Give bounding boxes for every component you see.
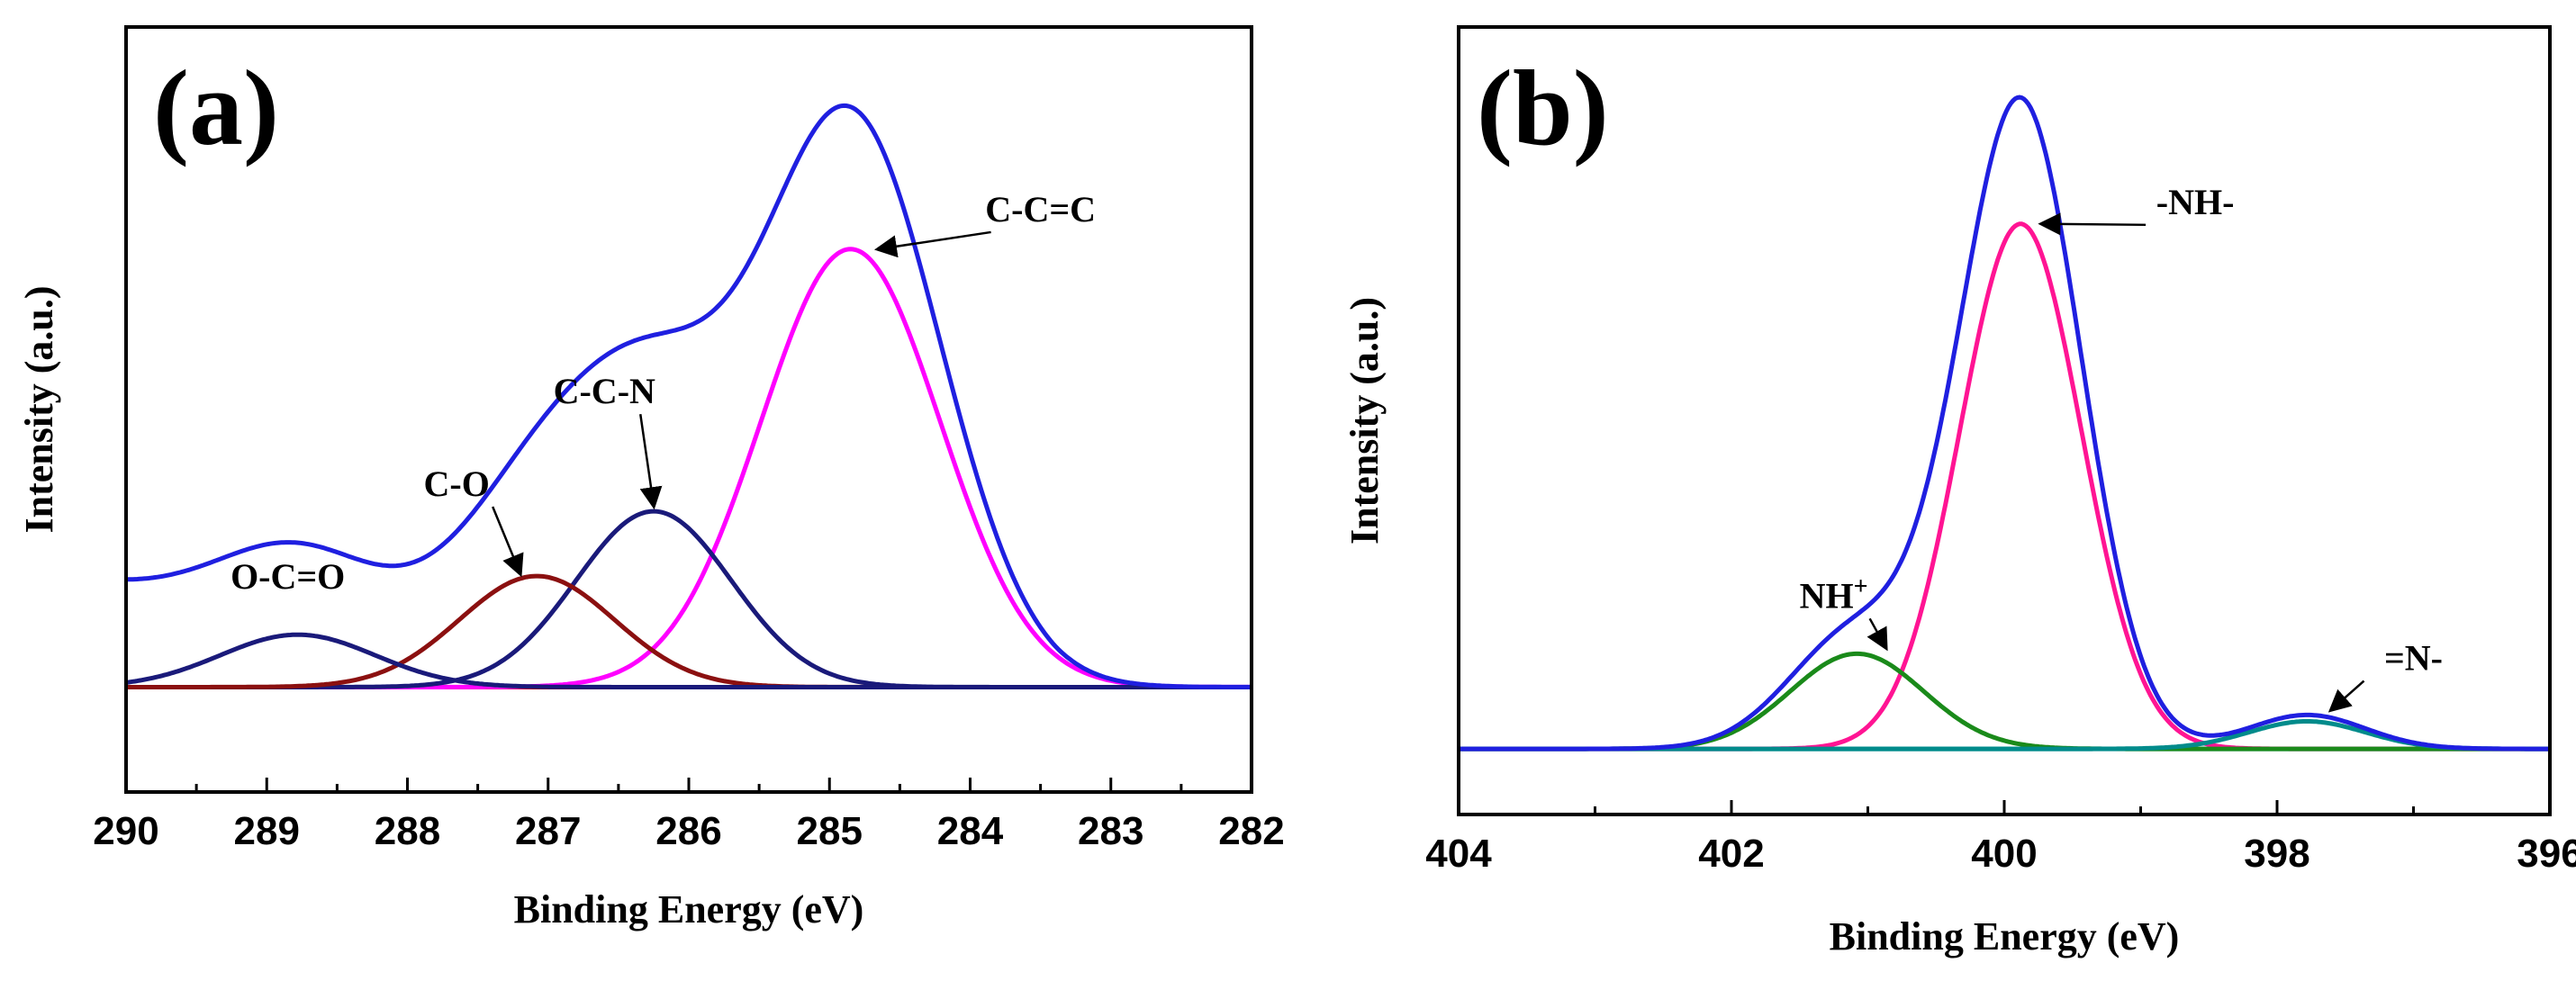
annotation-arrow [492,506,524,578]
x-axis-title: Binding Energy (eV) [514,887,864,932]
peak-c-c-c [126,247,1252,689]
peak-annotation-c-c-c: C-C=C [985,189,1096,230]
x-tick-label: 283 [1078,809,1143,853]
peak-annotation-o-c-o: O-C=O [230,556,345,597]
plot-frame [124,25,1253,794]
peak-annotation-c-c-n: C-C-N [554,371,655,411]
peak-annotation-nh: NH+ [1800,572,1868,616]
x-tick-label: 398 [2244,832,2309,876]
annotation-arrow [639,413,663,510]
plot-frame [1457,25,2552,816]
x-axis-title: Binding Energy (eV) [1830,914,2180,958]
x-tick-label: 286 [655,809,721,853]
panel-a: 290 289 288 287 286 285 284 283 282 Binding Energ… [17,25,1285,932]
panel-label: (a) [153,48,279,167]
peak-annotation-nh: -NH- [2156,182,2235,222]
x-tick-label: 284 [937,809,1004,853]
x-tick-label: 402 [1698,832,1764,876]
panel-label: (b) [1477,48,1609,167]
annotation-arrow [2327,680,2365,713]
peak-o-c-o [126,632,1252,689]
curves [1459,94,2550,752]
x-tick-label: 289 [234,809,300,853]
curves [126,103,1252,689]
x-tick-label: 282 [1218,809,1284,853]
envelope-curve [1459,94,2550,752]
x-tick-label: 404 [1425,832,1492,876]
x-tick-label: 287 [515,809,581,853]
panel-b: 404 402 400 398 396 Binding Energy (eV) Intens… [1342,25,2576,958]
x-tick-label: 288 [375,809,440,853]
annotation-arrow [1866,617,1888,652]
x-tick-label: 400 [1971,832,2037,876]
y-axis-title: Intensity (a.u.) [1342,297,1387,544]
annotation-superscript: + [1854,572,1868,600]
x-tick-label: 290 [93,809,158,853]
annotation-arrow [873,230,991,258]
x-tick-label: 285 [797,809,863,853]
envelope-curve [126,103,1252,689]
y-axis-title: Intensity (a.u.) [17,285,61,533]
peak-annotation-n: =N- [2384,638,2443,679]
peak-annotation-c-o: C-O [424,464,490,504]
annotation-arrow [2038,212,2147,236]
x-tick-label: 396 [2517,832,2576,876]
